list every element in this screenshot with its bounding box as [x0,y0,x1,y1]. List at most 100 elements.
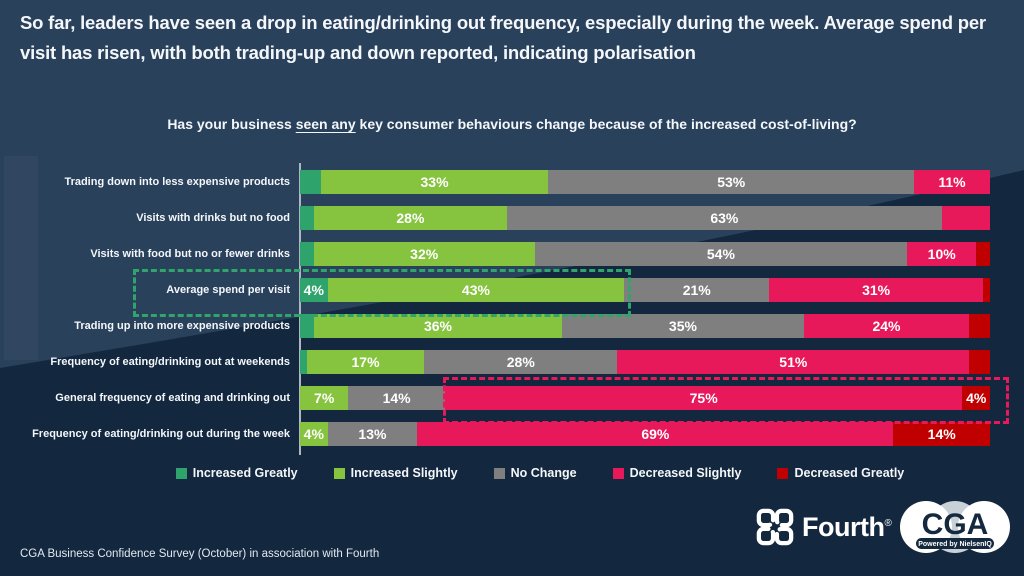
bar-segment-no-change: 13% [327,422,418,446]
bar-segment-increased-slightly: 7% [300,386,349,410]
segment-value-label: 10% [927,246,956,262]
segment-value-label: 7% [314,390,335,406]
bar-segment-decreased-slightly: 69% [417,422,894,446]
category-label: Trading up into more expensive products [74,319,290,332]
chart-row: Frequency of eating/drinking out during … [0,422,990,446]
segment-value-label: 4% [966,390,987,406]
category-label: Average spend per visit [166,283,290,296]
category-label: Visits with drinks but no food [136,211,290,224]
legend-item: Increased Greatly [175,466,298,480]
chart-row: Trading down into less expensive product… [0,170,990,194]
bar-segment-decreased-greatly [983,278,990,302]
source-note: CGA Business Confidence Survey (October)… [20,548,380,560]
fourth-logo: Fourth® [756,508,892,546]
category-label: Frequency of eating/drinking out during … [32,427,290,440]
bar-segment-decreased-slightly: 10% [907,242,977,266]
bar-segment-decreased-greatly [976,242,990,266]
legend-label: Decreased Greatly [794,466,905,480]
segment-value-label: 33% [420,174,449,190]
legend-label: No Change [510,466,577,480]
stacked-bar: 17% 28% 51% [300,350,990,374]
segment-value-label: 75% [689,390,718,406]
chart-question: Has your business seen any key consumer … [0,116,1024,132]
question-post: key consumer behaviours change because o… [355,116,857,132]
legend-swatch [333,467,345,479]
bar-segment-no-change: 54% [534,242,908,266]
legend-swatch [777,467,789,479]
legend-swatch [612,467,624,479]
bar-segment-increased-greatly [300,314,314,338]
segment-value-label: 21% [682,282,711,298]
legend-label: Decreased Slightly [629,466,742,480]
bar-segment-decreased-slightly: 75% [444,386,963,410]
bar-segment-decreased-slightly: 11% [914,170,990,194]
category-label: General frequency of eating and drinking… [55,391,290,404]
bar-segment-increased-greatly [300,206,314,230]
bar-segment-decreased-greatly [969,314,990,338]
question-pre: Has your business [167,116,296,132]
bar-segment-increased-greatly [300,350,307,374]
bar-segment-decreased-greatly: 14% [893,422,990,446]
question-underlined: seen any [295,116,356,132]
legend-item: Decreased Greatly [777,466,904,480]
bar-segment-increased-slightly: 17% [306,350,425,374]
legend-label: Increased Greatly [192,466,298,480]
stacked-bar: 4% 43% 21% 31% [300,278,990,302]
segment-value-label: 17% [351,354,380,370]
bar-segment-increased-greatly: 4% [300,278,328,302]
chart-row: Frequency of eating/drinking out at week… [0,350,990,374]
registered-mark: ® [884,517,892,529]
stacked-bar: 28% 63% [300,206,990,230]
bar-segment-increased-slightly: 32% [313,242,535,266]
legend: Increased Greatly Increased Slightly No Ch… [100,466,980,480]
bar-segment-increased-slightly: 33% [320,170,549,194]
increase-annotation-box [133,269,631,317]
bar-segment-decreased-greatly: 4% [962,386,990,410]
stacked-bar: 4% 13% 69% 14% [300,422,990,446]
segment-value-label: 51% [779,354,808,370]
segment-value-label: 11% [938,174,966,190]
fourth-logo-icon [756,508,794,546]
bar-segment-increased-greatly [300,242,314,266]
category-label: Trading down into less expensive product… [64,175,290,188]
bar-segment-increased-slightly: 36% [313,314,563,338]
segment-value-label: 4% [303,282,324,298]
chart-row: Visits with food but no or fewer drinks 3… [0,242,990,266]
chart-row: Visits with drinks but no food 28% 63% [0,206,990,230]
segment-value-label: 63% [710,210,739,226]
stacked-bar: 33% 53% 11% [300,170,990,194]
stacked-bar: 36% 35% 24% [300,314,990,338]
segment-value-label: 54% [706,246,735,262]
segment-value-label: 14% [382,390,411,406]
legend-label: Increased Slightly [350,466,458,480]
segment-value-label: 35% [668,318,697,334]
legend-item: Decreased Slightly [612,466,742,480]
chart-row: General frequency of eating and drinking… [0,386,990,410]
segment-value-label: 28% [396,210,425,226]
slide-title: So far, leaders have seen a drop in eati… [20,12,986,63]
segment-value-label: 31% [862,282,891,298]
legend-swatch [175,467,187,479]
bar-segment-decreased-slightly: 31% [769,278,984,302]
category-label: Frequency of eating/drinking out at week… [50,355,290,368]
y-axis-line [299,163,301,455]
segment-value-label: 4% [303,426,324,442]
bar-segment-no-change: 53% [548,170,915,194]
segment-value-label: 36% [423,318,452,334]
segment-value-label: 69% [641,426,670,442]
cga-logo-icon: CGA Powered by NielsenIQ [900,501,1010,553]
cga-logo-text: CGA [922,508,989,541]
bar-segment-decreased-greatly [969,350,990,374]
bar-segment-no-change: 35% [562,314,804,338]
bar-segment-increased-slightly: 28% [313,206,507,230]
bar-rows: Trading down into less expensive product… [0,170,990,458]
segment-value-label: 32% [410,246,439,262]
stacked-bar: 7% 14% 75% 4% [300,386,990,410]
bar-segment-no-change: 14% [348,386,445,410]
bar-segment-decreased-slightly: 51% [617,350,970,374]
fourth-logo-text: Fourth® [802,511,892,542]
segment-value-label: 13% [358,426,387,442]
bar-segment-no-change: 21% [624,278,770,302]
decrease-annotation-box [443,377,1009,424]
legend-swatch [493,467,505,479]
